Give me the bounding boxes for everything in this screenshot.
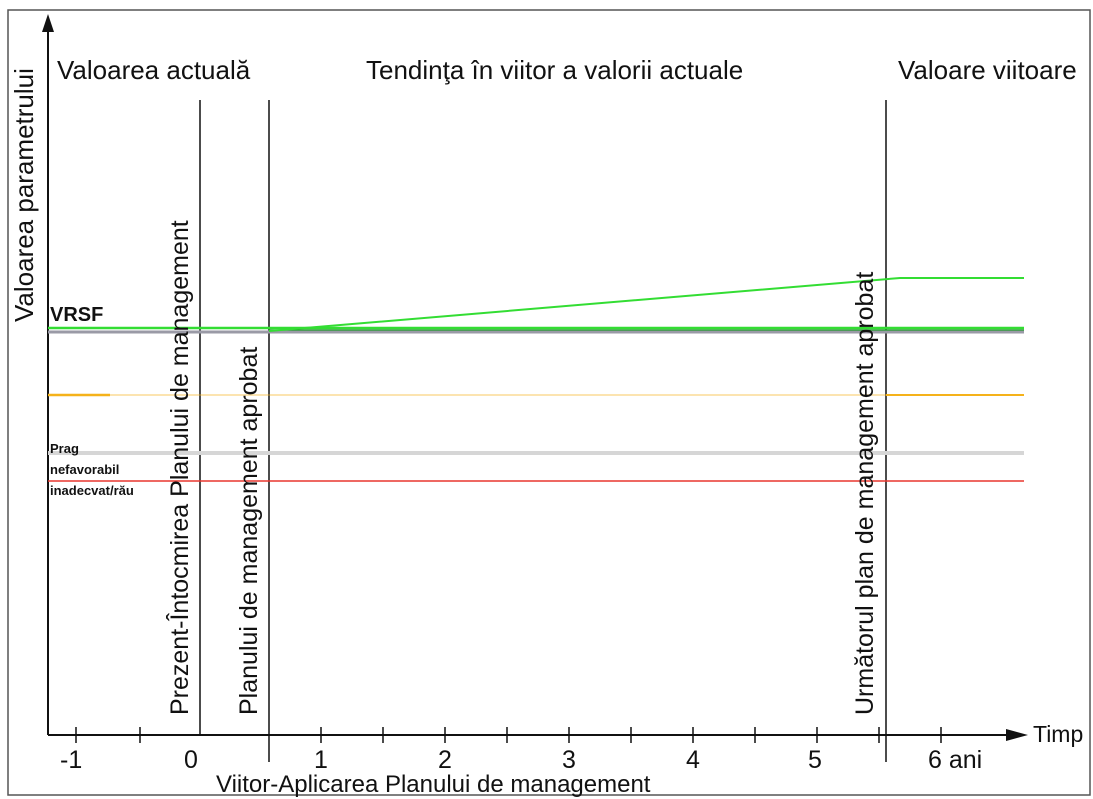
y-axis-title: Valoarea parametrului bbox=[9, 68, 39, 322]
x-tick-label: 3 bbox=[562, 746, 576, 774]
phase-label-next: Următorul plan de management aprobat bbox=[851, 272, 879, 715]
x-axis-end-label: Timp bbox=[1033, 721, 1083, 747]
section-title-current: Valoarea actuală bbox=[57, 55, 251, 85]
diagram-frame bbox=[7, 9, 1091, 796]
x-axis-arrow bbox=[1006, 729, 1028, 741]
x-tick-label: 5 bbox=[808, 746, 822, 774]
threshold-label-line3: inadecvat/rău bbox=[50, 483, 134, 498]
x-axis-ticks bbox=[75, 727, 942, 743]
x-tick-label: 6 ani bbox=[928, 746, 982, 774]
green-rising-trend-line bbox=[268, 277, 1024, 332]
section-title-future: Valoare viitoare bbox=[898, 55, 1077, 85]
x-tick-label: 4 bbox=[686, 746, 700, 774]
section-title-trend: Tendinţa în viitor a valorii actuale bbox=[366, 55, 743, 85]
phase-label-present: Prezent-Întocmirea Planului de managemen… bbox=[165, 220, 194, 715]
x-tick-label: 0 bbox=[184, 746, 198, 774]
threshold-label-line1: Prag bbox=[50, 441, 79, 456]
phase-label-approved: Planului de management aprobat bbox=[235, 347, 263, 715]
x-axis-bottom-caption: Viitor-Aplicarea Planului de management bbox=[216, 771, 651, 798]
threshold-label-line2: nefavorabil bbox=[50, 462, 119, 477]
x-tick-label: 2 bbox=[438, 746, 452, 774]
y-axis-arrow bbox=[42, 14, 54, 32]
x-tick-label: 1 bbox=[314, 746, 328, 774]
x-tick-label: -1 bbox=[60, 746, 82, 774]
vrsf-label: VRSF bbox=[50, 304, 103, 326]
